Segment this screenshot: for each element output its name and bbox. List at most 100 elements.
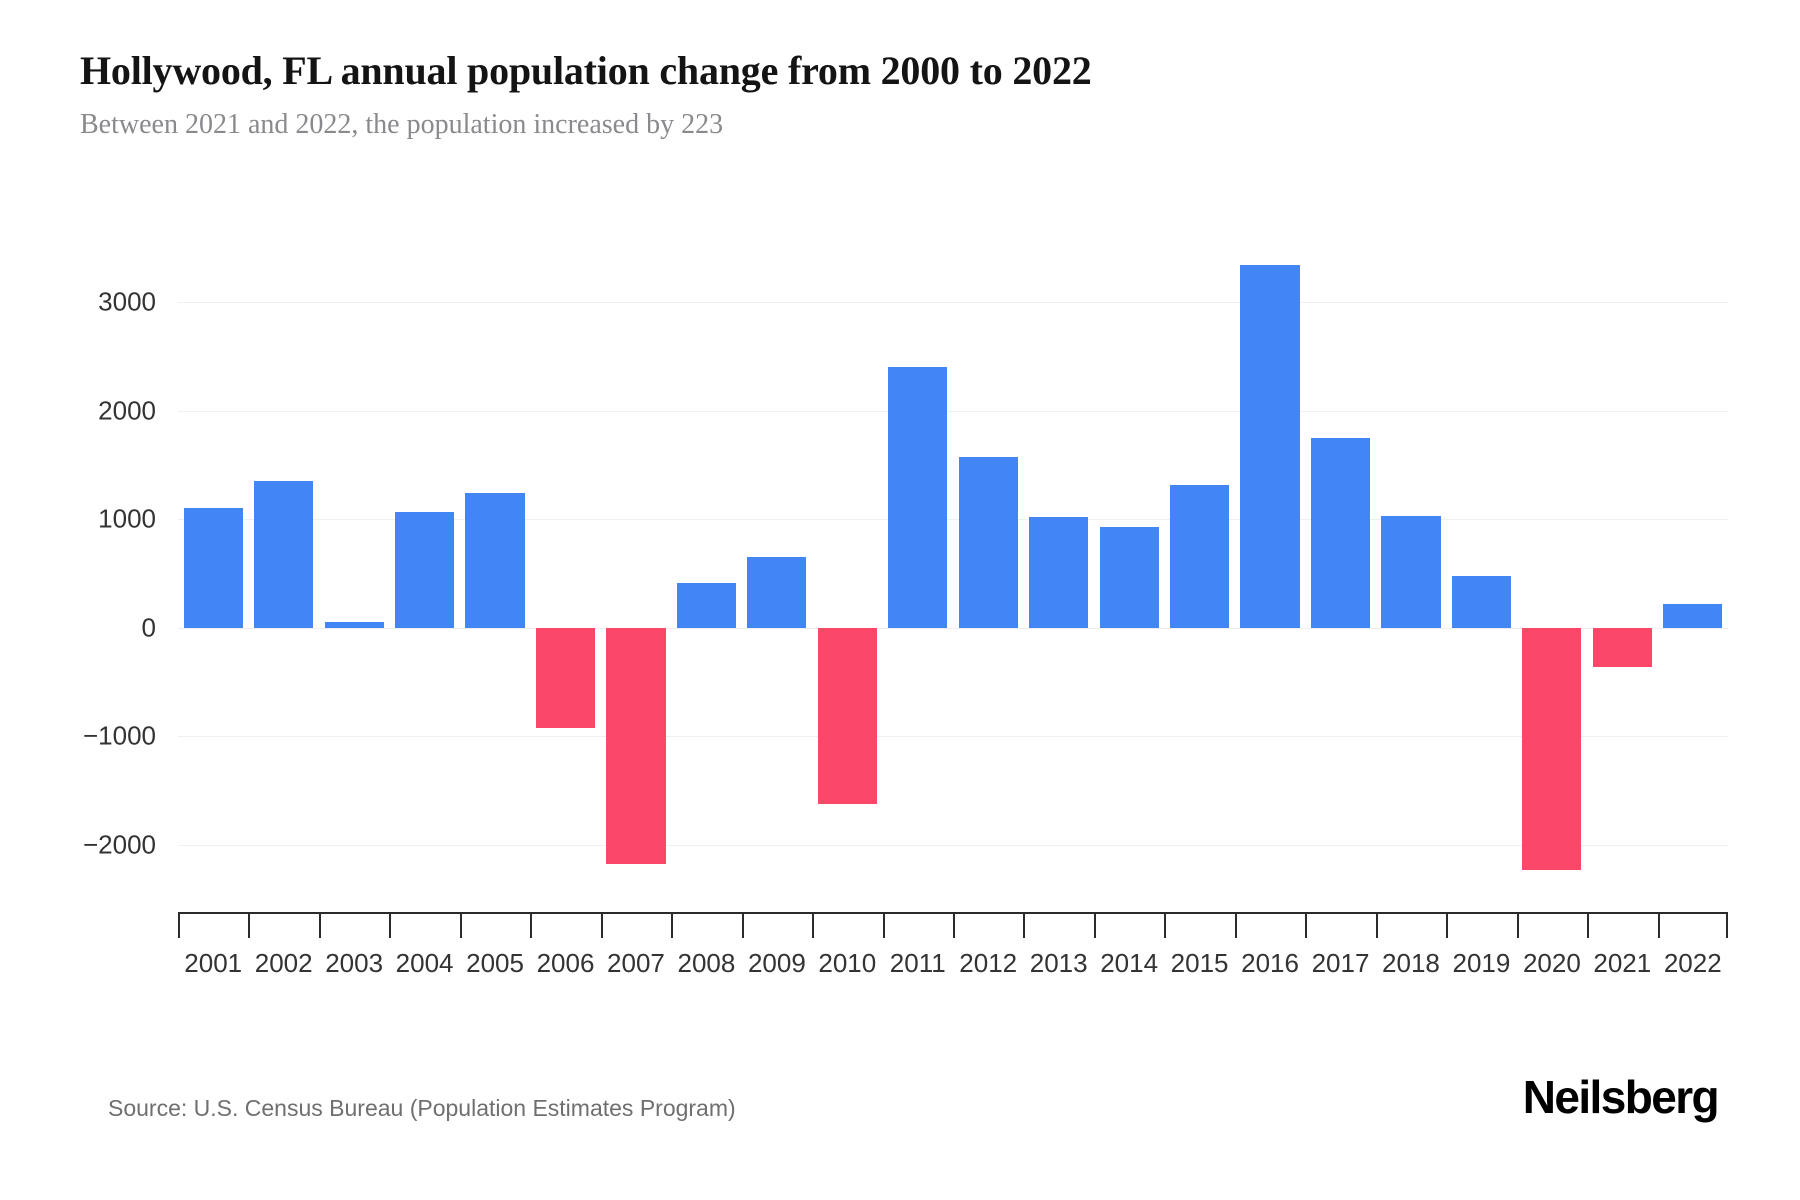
bar-2018[interactable] — [1381, 516, 1441, 628]
x-axis-tick — [812, 912, 815, 938]
bar-slot — [248, 248, 318, 910]
bar-slot — [178, 248, 248, 910]
x-axis-tick — [1375, 912, 1378, 938]
x-axis-tick — [1305, 912, 1308, 938]
bars-group — [178, 248, 1728, 910]
x-axis-label-2007: 2007 — [607, 948, 665, 978]
bar-2005[interactable] — [465, 493, 525, 628]
x-axis-tick — [1587, 912, 1590, 938]
bar-2014[interactable] — [1099, 526, 1159, 628]
x-axis-label-2009: 2009 — [747, 948, 806, 978]
x-axis-ticks-group — [178, 912, 1728, 938]
x-axis-label-2020: 2020 — [1522, 948, 1581, 978]
bar-2013[interactable] — [1029, 517, 1089, 628]
bar-2010[interactable] — [817, 627, 877, 805]
bar-slot — [319, 248, 389, 910]
bar-slot — [1658, 248, 1728, 910]
x-axis-label-2003: 2003 — [325, 948, 384, 978]
x-axis-tick — [1023, 912, 1026, 938]
x-axis-label-2008: 2008 — [677, 948, 736, 978]
bar-2011[interactable] — [888, 367, 948, 628]
x-axis-tick — [741, 912, 744, 938]
bar-2006[interactable] — [535, 627, 596, 729]
gridline--1000 — [178, 736, 1728, 738]
bar-2012[interactable] — [958, 457, 1018, 628]
bar-slot — [530, 248, 600, 910]
x-axis-label-2006: 2006 — [536, 948, 595, 978]
x-axis-label-2019: 2019 — [1452, 948, 1511, 978]
x-axis-tick — [671, 912, 674, 938]
x-axis-label-2017: 2017 — [1311, 948, 1370, 978]
bar-slot — [1164, 248, 1234, 910]
source-note: Source: U.S. Census Bureau (Population E… — [108, 1095, 736, 1121]
x-axis-label-2004: 2004 — [395, 948, 454, 978]
y-axis-tick-label: 0 — [141, 612, 156, 643]
bar-2009[interactable] — [747, 556, 807, 628]
gridline--2000 — [178, 844, 1728, 846]
x-axis-tick — [1164, 912, 1167, 938]
bar-2001[interactable] — [183, 508, 243, 628]
bar-2002[interactable] — [254, 481, 314, 628]
x-axis-label-2018: 2018 — [1382, 948, 1440, 978]
bar-slot — [389, 248, 459, 910]
bar-2007[interactable] — [606, 627, 666, 864]
bar-slot — [742, 248, 812, 910]
y-axis-tick-label: −1000 — [82, 720, 156, 751]
x-axis-label-2016: 2016 — [1241, 948, 1299, 978]
bar-slot — [1235, 248, 1305, 910]
x-axis-label-2001: 2001 — [184, 948, 243, 978]
x-axis-tick — [1234, 912, 1237, 938]
bar-2021[interactable] — [1592, 627, 1652, 667]
x-axis-tick — [1093, 912, 1096, 938]
x-axis-tick — [1446, 912, 1449, 938]
gridline-0 — [178, 627, 1728, 629]
chart-title: Hollywood, FL annual population change f… — [80, 48, 1092, 93]
x-axis-label-2012: 2012 — [959, 948, 1018, 978]
bar-slot — [1376, 248, 1446, 910]
x-axis-tick — [882, 912, 885, 938]
x-axis-label-2010: 2010 — [818, 948, 877, 978]
brand-logo: Neilsberg — [1522, 1071, 1720, 1123]
x-axis-tick — [248, 912, 251, 938]
x-axis-tick — [1516, 912, 1519, 938]
bar-slot — [1587, 248, 1657, 910]
x-axis-tick — [178, 912, 180, 938]
x-axis-label-2013: 2013 — [1029, 948, 1088, 978]
x-axis-label-2005: 2005 — [466, 948, 524, 978]
gridline-1000 — [178, 519, 1728, 521]
bar-2017[interactable] — [1310, 437, 1371, 628]
bar-slot — [812, 248, 882, 910]
x-axis-tick — [1657, 912, 1660, 938]
bar-2019[interactable] — [1451, 576, 1511, 628]
x-axis-tick — [953, 912, 955, 938]
x-axis-label-2014: 2014 — [1100, 948, 1159, 978]
bar-2022[interactable] — [1663, 603, 1723, 628]
bar-slot — [1094, 248, 1164, 910]
x-axis-tick — [459, 912, 462, 938]
bar-slot — [671, 248, 741, 910]
bar-slot — [1305, 248, 1375, 910]
plot-area: 3000 2000 1000 0 −1000 −2000 — [83, 248, 1728, 910]
bar-2020[interactable] — [1522, 627, 1582, 870]
bar-2008[interactable] — [676, 583, 736, 628]
bar-2015[interactable] — [1169, 484, 1230, 628]
x-axis-tick — [318, 912, 321, 938]
bar-slot — [1517, 248, 1587, 910]
x-axis-label-2002: 2002 — [254, 948, 313, 978]
bar-2004[interactable] — [394, 511, 455, 628]
y-axis-tick-label: −2000 — [82, 829, 156, 860]
x-axis-label-2021: 2021 — [1593, 948, 1652, 978]
gridline-2000 — [178, 410, 1728, 412]
x-axis-label-2015: 2015 — [1170, 948, 1229, 978]
bar-slot — [460, 248, 530, 910]
bar-slot — [601, 248, 671, 910]
bar-2016[interactable] — [1240, 265, 1300, 628]
bar-slot — [1023, 248, 1093, 910]
bar-slot — [883, 248, 953, 910]
x-axis-tick — [600, 912, 603, 938]
x-axis-label-2011: 2011 — [889, 948, 946, 978]
y-axis-tick-label: 1000 — [98, 503, 156, 534]
y-axis-tick-label: 2000 — [98, 395, 156, 426]
bar-2003[interactable] — [324, 621, 384, 628]
